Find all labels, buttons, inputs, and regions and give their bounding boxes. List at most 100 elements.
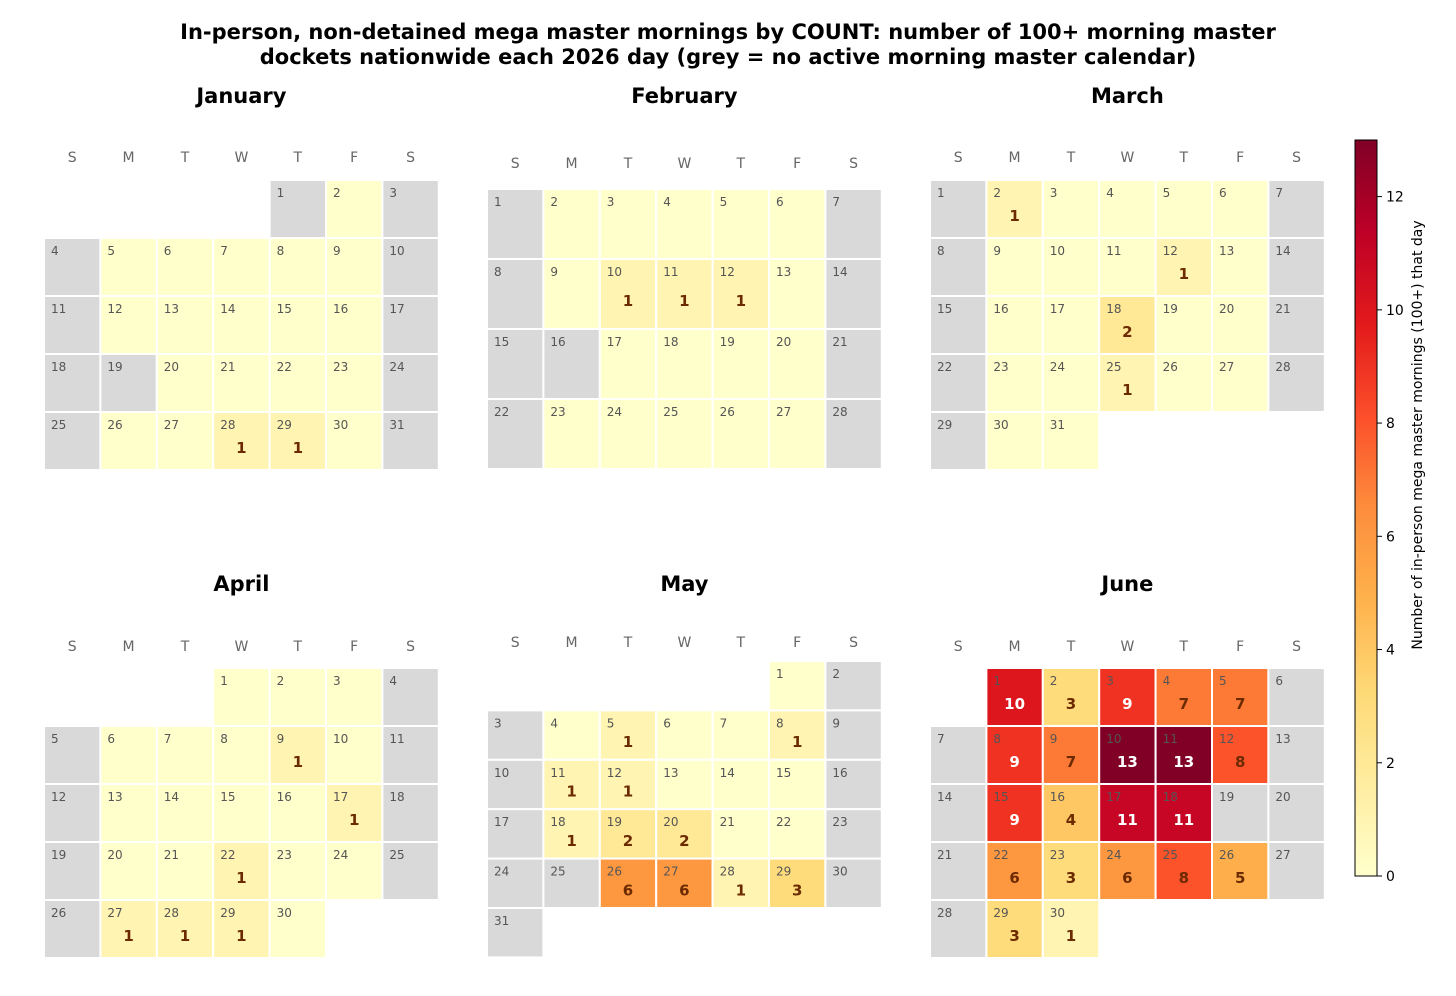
day-cell-june-28	[929, 899, 988, 959]
weekday-header-january: F	[350, 150, 358, 166]
count-label-june-10: 13	[1117, 753, 1138, 771]
day-cell-january-26	[99, 411, 158, 471]
day-number-may-26: 26	[607, 865, 622, 879]
day-number-january-13: 13	[164, 302, 179, 316]
count-label-june-22: 6	[1009, 869, 1019, 887]
weekday-header-may: M	[566, 635, 578, 651]
day-number-march-13: 13	[1219, 244, 1234, 258]
day-number-june-29: 29	[993, 906, 1008, 920]
day-number-may-13: 13	[663, 766, 678, 780]
day-number-march-12: 12	[1163, 244, 1178, 258]
day-cell-may-3	[486, 709, 545, 761]
colorbar-label: Number of in-person mega master mornings…	[1410, 220, 1426, 650]
day-cell-june-21	[929, 841, 988, 901]
day-cell-june-18	[1154, 783, 1213, 843]
day-number-march-16: 16	[993, 302, 1008, 316]
day-number-february-5: 5	[720, 195, 728, 209]
count-label-march-2: 1	[1009, 207, 1019, 225]
day-number-june-1: 1	[993, 674, 1001, 688]
day-cell-june-5	[1211, 667, 1270, 727]
weekday-header-may: W	[677, 635, 691, 651]
count-label-april-17: 1	[349, 811, 359, 829]
day-number-march-31: 31	[1050, 418, 1065, 432]
count-label-may-20: 2	[679, 832, 689, 850]
day-cell-june-2	[1041, 667, 1101, 727]
day-number-may-7: 7	[720, 716, 728, 730]
day-cell-may-28	[711, 857, 770, 909]
day-number-march-14: 14	[1275, 244, 1290, 258]
day-number-may-11: 11	[550, 766, 565, 780]
count-label-june-18: 11	[1173, 811, 1194, 829]
day-cell-june-26	[1211, 841, 1270, 901]
day-number-january-1: 1	[277, 186, 285, 200]
day-number-march-23: 23	[993, 360, 1008, 374]
day-number-april-20: 20	[107, 848, 122, 862]
weekday-header-april: T	[293, 639, 303, 655]
day-number-june-2: 2	[1050, 674, 1058, 688]
weekday-header-june: S	[1292, 639, 1301, 655]
count-label-may-8: 1	[792, 733, 802, 751]
day-number-february-15: 15	[494, 335, 509, 349]
day-cell-february-1	[486, 188, 545, 260]
day-cell-june-25	[1154, 841, 1213, 901]
day-cell-may-25	[542, 857, 601, 909]
day-number-may-8: 8	[776, 716, 784, 730]
day-number-january-9: 9	[333, 244, 341, 258]
weekday-header-january: S	[406, 150, 415, 166]
day-number-march-29: 29	[937, 418, 952, 432]
day-cell-january-29	[268, 411, 328, 471]
day-cell-january-3	[381, 179, 440, 239]
count-label-march-12: 1	[1179, 265, 1189, 283]
day-number-march-2: 2	[993, 186, 1001, 200]
day-number-march-27: 27	[1219, 360, 1234, 374]
colorbar-tick-label: 4	[1386, 643, 1395, 659]
count-label-april-9: 1	[293, 753, 303, 771]
day-number-march-24: 24	[1050, 360, 1065, 374]
day-cell-may-15	[768, 758, 827, 811]
day-number-april-5: 5	[51, 732, 59, 746]
day-number-february-19: 19	[720, 335, 735, 349]
chart-title-line-1: In-person, non-detained mega master morn…	[180, 20, 1276, 44]
day-number-march-6: 6	[1219, 186, 1227, 200]
day-number-january-22: 22	[277, 360, 292, 374]
day-number-january-14: 14	[220, 302, 235, 316]
day-cell-may-1	[768, 660, 827, 712]
day-number-may-3: 3	[494, 716, 502, 730]
day-number-june-15: 15	[993, 790, 1008, 804]
weekday-header-april: S	[68, 639, 77, 655]
weekday-header-february: T	[736, 156, 746, 172]
count-label-may-28: 1	[736, 881, 746, 899]
count-label-june-15: 9	[1009, 811, 1019, 829]
day-cell-june-14	[929, 783, 988, 843]
day-cell-february-7	[824, 188, 883, 260]
colorbar-tick-label: 6	[1386, 529, 1395, 545]
day-number-june-5: 5	[1219, 674, 1227, 688]
count-label-february-10: 1	[623, 292, 633, 310]
day-cell-april-11	[381, 725, 440, 785]
day-cell-may-30	[824, 857, 883, 909]
day-cell-june-8	[985, 725, 1044, 785]
count-label-february-12: 1	[736, 292, 746, 310]
day-number-june-27: 27	[1275, 848, 1290, 862]
day-number-april-16: 16	[277, 790, 292, 804]
weekday-header-april: M	[123, 639, 135, 655]
day-number-january-12: 12	[107, 302, 122, 316]
day-number-january-27: 27	[164, 418, 179, 432]
day-cell-april-30	[268, 899, 328, 959]
weekday-header-june: T	[1179, 639, 1189, 655]
count-label-june-25: 8	[1179, 869, 1189, 887]
day-number-may-22: 22	[776, 815, 791, 829]
day-cell-march-7	[1267, 179, 1326, 239]
day-number-february-6: 6	[776, 195, 784, 209]
count-label-may-29: 3	[792, 881, 802, 899]
colorbar	[1354, 139, 1378, 877]
day-number-april-4: 4	[389, 674, 397, 688]
count-label-june-30: 1	[1066, 927, 1076, 945]
day-number-april-9: 9	[277, 732, 285, 746]
day-number-march-19: 19	[1163, 302, 1178, 316]
day-cell-february-18	[655, 328, 714, 400]
count-label-may-11: 1	[566, 783, 576, 801]
day-cell-january-17	[381, 295, 440, 355]
weekday-header-march: T	[1066, 150, 1076, 166]
